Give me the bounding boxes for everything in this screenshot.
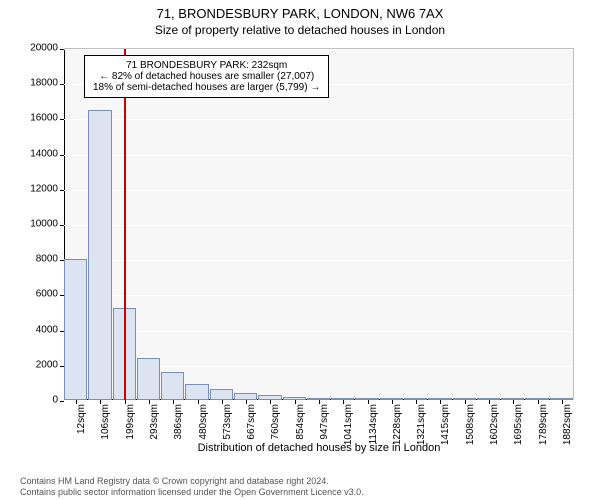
info-box-line: 18% of semi-detached houses are larger (…: [93, 82, 320, 93]
x-tick-mark: [270, 400, 271, 404]
x-tick-mark: [295, 400, 296, 404]
info-box: 71 BRONDESBURY PARK: 232sqm← 82% of deta…: [84, 55, 329, 98]
x-tick-label: 1508sqm: [465, 404, 476, 445]
x-tick-mark: [465, 400, 466, 404]
grid-line: [64, 190, 573, 191]
x-tick-label: 199sqm: [125, 404, 136, 440]
x-tick-label: 1415sqm: [440, 404, 451, 445]
histogram-bar: [88, 110, 111, 400]
grid-line: [64, 155, 573, 156]
y-tick-mark: [60, 190, 64, 191]
chart-subtitle: Size of property relative to detached ho…: [0, 21, 600, 37]
y-tick-mark: [60, 119, 64, 120]
x-tick-label: 293sqm: [149, 404, 160, 440]
histogram-bar: [234, 393, 257, 400]
y-tick-label: 12000: [30, 183, 58, 194]
y-tick-label: 6000: [36, 289, 58, 300]
x-tick-label: 12sqm: [76, 404, 87, 434]
x-tick-mark: [538, 400, 539, 404]
plot-area: 71 BRONDESBURY PARK: 232sqm← 82% of deta…: [64, 48, 574, 400]
histogram-bar: [185, 384, 208, 400]
x-tick-mark: [246, 400, 247, 404]
y-tick-mark: [60, 84, 64, 85]
y-tick-label: 4000: [36, 324, 58, 335]
x-tick-label: 760sqm: [270, 404, 281, 440]
x-tick-label: 1228sqm: [392, 404, 403, 445]
x-tick-mark: [198, 400, 199, 404]
chart-container: 71, BRONDESBURY PARK, LONDON, NW6 7AX Si…: [0, 0, 600, 500]
y-tick-label: 10000: [30, 219, 58, 230]
x-tick-label: 667sqm: [246, 404, 257, 440]
y-tick-mark: [60, 155, 64, 156]
x-tick-label: 947sqm: [319, 404, 330, 440]
x-tick-label: 854sqm: [295, 404, 306, 440]
x-tick-label: 480sqm: [198, 404, 209, 440]
x-tick-mark: [562, 400, 563, 404]
x-tick-mark: [222, 400, 223, 404]
chart-title: 71, BRONDESBURY PARK, LONDON, NW6 7AX: [0, 0, 600, 21]
x-tick-mark: [149, 400, 150, 404]
x-axis-label: Distribution of detached houses by size …: [198, 442, 441, 454]
x-tick-label: 1789sqm: [538, 404, 549, 445]
x-tick-label: 1321sqm: [416, 404, 427, 445]
x-tick-mark: [343, 400, 344, 404]
info-box-line: 71 BRONDESBURY PARK: 232sqm: [93, 60, 320, 71]
x-tick-mark: [368, 400, 369, 404]
x-tick-label: 386sqm: [173, 404, 184, 440]
x-tick-label: 1882sqm: [562, 404, 573, 445]
property-marker-line: [124, 49, 126, 400]
footer-line-2: Contains public sector information licen…: [20, 487, 364, 498]
x-tick-mark: [513, 400, 514, 404]
grid-line: [64, 295, 573, 296]
histogram-bar: [161, 372, 184, 400]
y-tick-label: 18000: [30, 78, 58, 89]
x-tick-mark: [489, 400, 490, 404]
footer: Contains HM Land Registry data © Crown c…: [20, 476, 364, 498]
x-tick-label: 106sqm: [100, 404, 111, 440]
x-tick-mark: [173, 400, 174, 404]
x-tick-label: 1695sqm: [513, 404, 524, 445]
y-tick-mark: [60, 49, 64, 50]
y-tick-label: 20000: [30, 43, 58, 54]
y-axis: Number of detached properties 0200040006…: [0, 48, 64, 400]
histogram-bar: [210, 389, 233, 400]
histogram-bar: [137, 358, 160, 400]
y-tick-label: 0: [52, 395, 58, 406]
grid-line: [64, 49, 573, 50]
grid-line: [64, 119, 573, 120]
x-tick-label: 1134sqm: [368, 404, 379, 444]
x-tick-label: 573sqm: [222, 404, 233, 440]
x-tick-mark: [100, 400, 101, 404]
x-tick-mark: [392, 400, 393, 404]
x-tick-mark: [125, 400, 126, 404]
y-tick-label: 16000: [30, 113, 58, 124]
y-tick-label: 8000: [36, 254, 58, 265]
info-box-line: ← 82% of detached houses are smaller (27…: [93, 71, 320, 82]
x-tick-label: 1041sqm: [343, 404, 354, 445]
y-tick-label: 14000: [30, 148, 58, 159]
x-axis: Distribution of detached houses by size …: [64, 400, 574, 460]
y-tick-label: 2000: [36, 359, 58, 370]
grid-line: [64, 331, 573, 332]
grid-line: [64, 225, 573, 226]
x-tick-label: 1602sqm: [489, 404, 500, 445]
x-tick-mark: [440, 400, 441, 404]
grid-line: [64, 260, 573, 261]
footer-line-1: Contains HM Land Registry data © Crown c…: [20, 476, 364, 487]
y-tick-mark: [60, 225, 64, 226]
x-tick-mark: [319, 400, 320, 404]
x-tick-mark: [416, 400, 417, 404]
histogram-bar: [64, 259, 87, 400]
x-tick-mark: [76, 400, 77, 404]
